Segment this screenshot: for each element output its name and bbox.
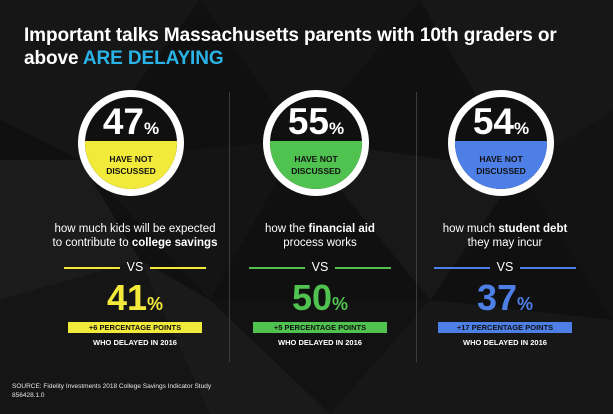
- column-divider: [229, 92, 230, 362]
- prior-year-label: WHO DELAYED IN 2016: [93, 338, 177, 347]
- circle-fill: [455, 141, 547, 189]
- percent-circle: 47% HAVE NOT DISCUSSED: [78, 90, 184, 196]
- prior-percent: 50%: [291, 277, 349, 318]
- status-label: HAVE NOT DISCUSSED: [476, 154, 526, 176]
- percent-circle: 55% HAVE NOT DISCUSSED: [263, 90, 369, 196]
- change-badge: +17 PERCENTAGE POINTS: [438, 322, 572, 333]
- change-badge: +5 PERCENTAGE POINTS: [253, 322, 387, 333]
- stat-college-savings: 47% HAVE NOT DISCUSSED how much kids will…: [40, 86, 230, 366]
- page-title: Important talks Massachusetts parents wi…: [24, 24, 594, 70]
- title-text: Important talks Massachusetts parents wi…: [24, 25, 557, 69]
- percent-value: 55%: [287, 101, 345, 142]
- vs-separator: VS: [235, 259, 405, 275]
- stat-description: how much student debt they may incur: [442, 223, 568, 249]
- title-highlight: ARE DELAYING: [82, 48, 224, 69]
- stat-description: how the financial aid process works: [265, 223, 375, 249]
- status-label: HAVE NOT DISCUSSED: [106, 154, 156, 176]
- vs-separator: VS: [50, 259, 220, 275]
- column-divider: [416, 92, 417, 362]
- source-note: SOURCE: Fidelity Investments 2018 Colleg…: [12, 383, 212, 399]
- circle-fill: [85, 141, 177, 189]
- percent-value: 54%: [472, 101, 530, 142]
- stat-student-debt: 54% HAVE NOT DISCUSSED how much student d…: [410, 86, 600, 366]
- stat-financial-aid: 55% HAVE NOT DISCUSSED how the financial …: [225, 86, 415, 366]
- percent-circle: 54% HAVE NOT DISCUSSED: [448, 90, 554, 196]
- prior-year-label: WHO DELAYED IN 2016: [278, 338, 362, 347]
- status-label: HAVE NOT DISCUSSED: [291, 154, 341, 176]
- percent-value: 47%: [102, 101, 160, 142]
- prior-percent: 41%: [106, 277, 164, 318]
- prior-year-label: WHO DELAYED IN 2016: [463, 338, 547, 347]
- prior-percent: 37%: [476, 277, 534, 318]
- stat-description: how much kids will be expected to contri…: [52, 223, 218, 249]
- vs-separator: VS: [420, 259, 590, 275]
- change-badge: +6 PERCENTAGE POINTS: [68, 322, 202, 333]
- circle-fill: [270, 141, 362, 189]
